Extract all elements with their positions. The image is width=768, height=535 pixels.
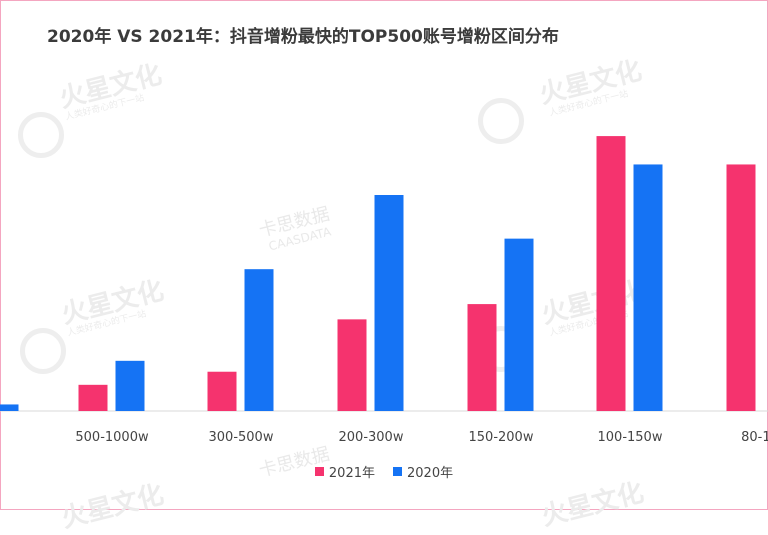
x-tick-label: 300-500w bbox=[209, 430, 274, 445]
bar-2020-5 bbox=[504, 238, 534, 411]
bar-2021-4 bbox=[337, 319, 367, 411]
legend: 2021年 2020年 bbox=[0, 462, 768, 481]
bar-2021-5 bbox=[467, 304, 497, 411]
x-tick-label: 80-10 bbox=[741, 430, 768, 445]
bar-2021-6 bbox=[596, 136, 626, 411]
bar-2020-6 bbox=[633, 164, 663, 411]
x-tick-label: 200-300w bbox=[339, 430, 404, 445]
legend-label-2021: 2021年 bbox=[328, 466, 375, 481]
bar-2020-3 bbox=[244, 269, 274, 411]
chart-title: 2020年 VS 2021年：抖音增粉最快的TOP500账号增粉区间分布 bbox=[47, 27, 559, 47]
x-tick-label: 100-150w bbox=[598, 430, 663, 445]
x-tick-label: 150-200w bbox=[469, 430, 534, 445]
legend-swatch-2020 bbox=[393, 467, 402, 476]
bar-chart: w+500-1000w300-500w200-300w150-200w100-1… bbox=[0, 136, 768, 445]
legend-item-2021[interactable]: 2021年 bbox=[314, 462, 375, 481]
bar-2020-1 bbox=[0, 404, 19, 411]
bar-2021-7 bbox=[726, 164, 756, 411]
legend-swatch-2021 bbox=[314, 467, 324, 476]
legend-label-2020: 2020年 bbox=[407, 466, 454, 481]
bars-group bbox=[0, 136, 756, 411]
tick-labels-group: w+500-1000w300-500w200-300w150-200w100-1… bbox=[75, 430, 768, 445]
bar-2021-2 bbox=[78, 384, 108, 411]
bar-2021-3 bbox=[207, 371, 237, 411]
bar-2020-2 bbox=[115, 360, 145, 411]
legend-item-2020[interactable]: 2020年 bbox=[393, 462, 453, 481]
bar-2020-4 bbox=[374, 195, 404, 411]
x-tick-label: 500-1000w bbox=[75, 430, 149, 445]
